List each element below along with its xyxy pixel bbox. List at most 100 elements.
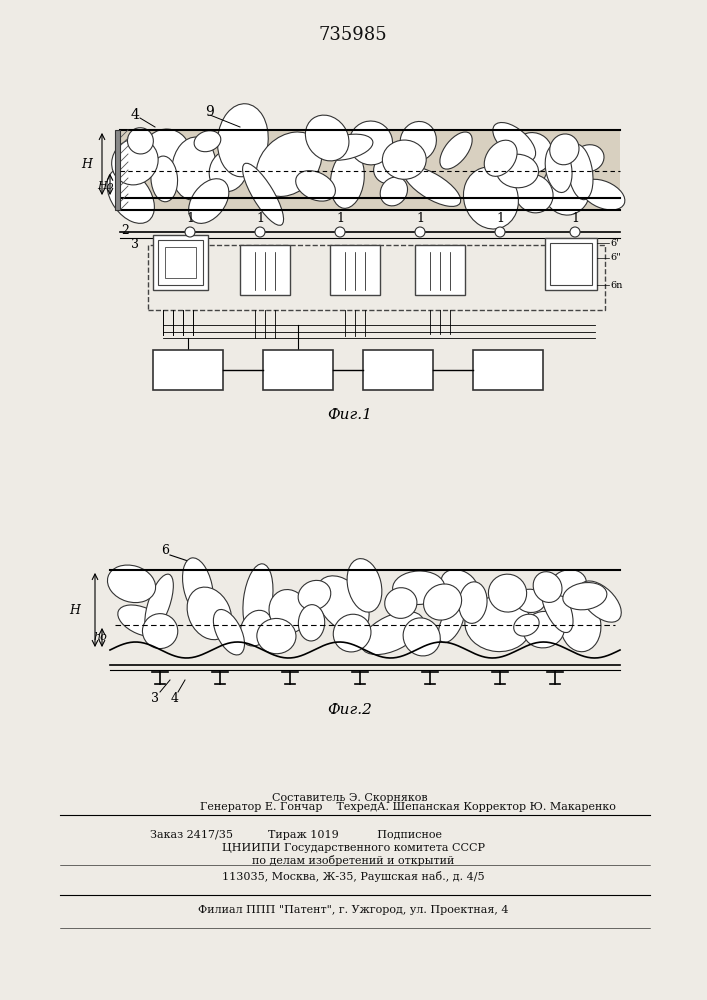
- Ellipse shape: [333, 614, 371, 652]
- Text: 1: 1: [186, 212, 194, 225]
- Ellipse shape: [144, 129, 190, 175]
- Text: ЦНИИПИ Государственного комитета СССР: ЦНИИПИ Государственного комитета СССР: [221, 843, 484, 853]
- Ellipse shape: [515, 174, 553, 213]
- Ellipse shape: [563, 583, 607, 610]
- Ellipse shape: [515, 589, 545, 612]
- FancyBboxPatch shape: [415, 245, 465, 295]
- FancyBboxPatch shape: [473, 350, 543, 390]
- Ellipse shape: [194, 131, 221, 152]
- Ellipse shape: [257, 132, 322, 196]
- Text: Генератор Е. Гончар    ТехредА. Шепанская Корректор Ю. Макаренко: Генератор Е. Гончар ТехредА. Шепанская К…: [200, 802, 616, 812]
- Ellipse shape: [400, 121, 436, 161]
- Ellipse shape: [243, 163, 284, 225]
- Text: H: H: [69, 603, 80, 616]
- Text: 7''': 7''': [433, 265, 448, 274]
- Ellipse shape: [318, 134, 373, 160]
- Ellipse shape: [349, 121, 392, 165]
- Ellipse shape: [512, 133, 552, 173]
- Ellipse shape: [209, 149, 247, 192]
- Ellipse shape: [385, 588, 417, 618]
- Text: Заказ 2417/35          Тираж 1019           Подписное: Заказ 2417/35 Тираж 1019 Подписное: [150, 830, 442, 840]
- Ellipse shape: [514, 614, 539, 636]
- FancyBboxPatch shape: [158, 240, 203, 285]
- Bar: [120, 130, 620, 210]
- Ellipse shape: [240, 610, 272, 646]
- Circle shape: [415, 227, 425, 237]
- Ellipse shape: [269, 590, 308, 633]
- Circle shape: [495, 227, 505, 237]
- Ellipse shape: [550, 134, 579, 165]
- Ellipse shape: [573, 145, 604, 172]
- Circle shape: [185, 227, 195, 237]
- Ellipse shape: [459, 582, 487, 623]
- Ellipse shape: [380, 177, 407, 206]
- Text: Фиг.1: Фиг.1: [327, 408, 373, 422]
- Ellipse shape: [127, 128, 153, 154]
- Text: 1: 1: [336, 212, 344, 225]
- Text: 3': 3': [155, 239, 163, 247]
- Ellipse shape: [107, 565, 156, 603]
- Ellipse shape: [404, 167, 461, 206]
- Text: 7": 7": [349, 265, 361, 274]
- Ellipse shape: [187, 587, 232, 640]
- Text: 3: 3: [151, 692, 159, 704]
- Ellipse shape: [438, 604, 464, 643]
- Ellipse shape: [484, 140, 517, 176]
- Text: 1: 1: [416, 212, 424, 225]
- Text: 5': 5': [155, 259, 163, 267]
- Text: 6": 6": [610, 253, 621, 262]
- Text: по делам изобретений и открытий: по делам изобретений и открытий: [252, 854, 454, 865]
- Text: 7: 7: [155, 278, 160, 286]
- Text: Фиг.2: Фиг.2: [327, 703, 373, 717]
- Text: 2: 2: [121, 224, 129, 236]
- Ellipse shape: [463, 167, 518, 229]
- Ellipse shape: [392, 571, 445, 604]
- Text: 4": 4": [155, 249, 165, 257]
- Ellipse shape: [145, 574, 173, 633]
- FancyBboxPatch shape: [153, 235, 208, 290]
- Ellipse shape: [257, 618, 296, 654]
- Ellipse shape: [330, 150, 364, 208]
- FancyBboxPatch shape: [545, 238, 597, 290]
- Text: 11: 11: [388, 363, 408, 377]
- FancyBboxPatch shape: [550, 243, 592, 285]
- Ellipse shape: [298, 605, 325, 641]
- Ellipse shape: [579, 581, 621, 622]
- FancyBboxPatch shape: [153, 350, 223, 390]
- Ellipse shape: [403, 618, 440, 656]
- Ellipse shape: [551, 570, 586, 597]
- Text: 10: 10: [288, 363, 308, 377]
- Ellipse shape: [296, 171, 335, 201]
- Ellipse shape: [243, 564, 273, 635]
- Ellipse shape: [298, 580, 331, 610]
- Text: 6n: 6n: [610, 280, 622, 290]
- Ellipse shape: [189, 179, 229, 223]
- Ellipse shape: [112, 138, 158, 185]
- Text: 9: 9: [206, 105, 214, 119]
- Text: ho: ho: [93, 633, 107, 643]
- Ellipse shape: [581, 179, 625, 210]
- Ellipse shape: [151, 156, 177, 202]
- Circle shape: [570, 227, 580, 237]
- Ellipse shape: [560, 599, 601, 652]
- FancyBboxPatch shape: [330, 245, 380, 295]
- Ellipse shape: [214, 609, 245, 655]
- Text: 735985: 735985: [319, 26, 387, 44]
- Ellipse shape: [423, 584, 462, 620]
- Text: 6: 6: [161, 544, 169, 556]
- Ellipse shape: [543, 162, 590, 215]
- Ellipse shape: [440, 132, 472, 169]
- Text: 3: 3: [131, 238, 139, 251]
- Ellipse shape: [172, 137, 216, 200]
- Text: 1: 1: [256, 212, 264, 225]
- Ellipse shape: [493, 123, 536, 161]
- FancyBboxPatch shape: [363, 350, 433, 390]
- Ellipse shape: [542, 581, 573, 633]
- Ellipse shape: [347, 559, 382, 612]
- Text: 1: 1: [571, 212, 579, 225]
- Text: 12: 12: [498, 363, 518, 377]
- Ellipse shape: [568, 144, 593, 200]
- Ellipse shape: [533, 572, 562, 602]
- Text: Составитель Э. Скорняков: Составитель Э. Скорняков: [272, 793, 428, 803]
- Text: 8: 8: [183, 363, 193, 377]
